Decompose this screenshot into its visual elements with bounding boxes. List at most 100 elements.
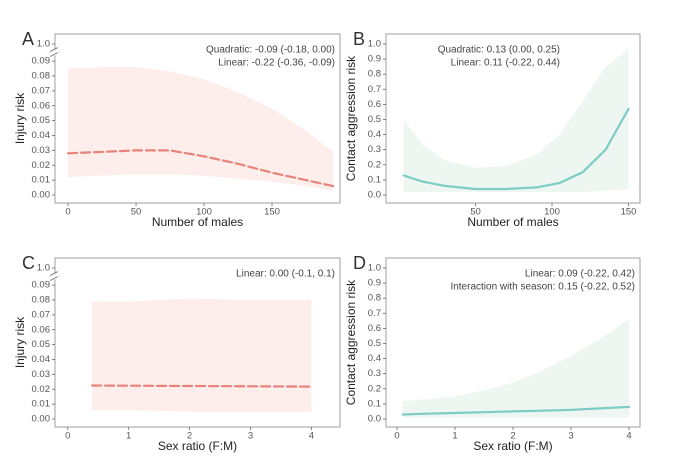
y-tick-label: 0.7 (368, 84, 381, 95)
y-tick-label: 0.1 (368, 398, 381, 409)
y-tick-label: 0.4 (368, 129, 381, 140)
axis-break (49, 47, 59, 57)
y-tick-label: 0.06 (32, 100, 51, 111)
y-tick-label: 0.3 (368, 144, 381, 155)
annotation: Linear: 0.00 (-0.1, 0.1) (236, 269, 335, 280)
x-tick-label: 50 (470, 207, 481, 218)
x-tick-label: 4 (309, 431, 314, 442)
y-tick-label: 0.07 (32, 85, 51, 96)
y-tick-label: 0.08 (32, 295, 51, 306)
y-tick-label: 0.06 (32, 324, 51, 335)
y-tick-label: 0.02 (32, 384, 51, 395)
y-tick-label: 1.0 (37, 39, 50, 50)
axis-break-gap (51, 49, 59, 56)
y-tick-label: 0.8 (368, 69, 381, 80)
y-tick-label: 0.9 (368, 278, 381, 289)
y-tick-label: 0.02 (32, 160, 51, 171)
x-tick-label: 150 (264, 207, 280, 218)
y-tick-label: 0.0 (368, 414, 381, 425)
y-tick-label: 0.08 (32, 71, 51, 82)
panel-label: C (22, 253, 35, 273)
panel: 0.0 0.1 0.2 0.3 0.4 0.5 0.6 0.7 0.8 0.9 1.0 0 1 2 3 4 Se… (344, 253, 641, 453)
y-tick-label: 0.3 (368, 368, 381, 379)
confidence-band (92, 298, 312, 412)
panel-label: B (353, 29, 365, 49)
axis-break (49, 271, 59, 281)
x-tick-label: 0 (65, 207, 70, 218)
y-tick-label: 1.0 (368, 263, 381, 274)
x-tick-label: 1 (126, 431, 131, 442)
y-tick-label: 1.0 (368, 39, 381, 50)
y-tick-label: 0.03 (32, 369, 51, 380)
x-tick-label: 2 (510, 431, 515, 442)
fit-line (91, 384, 313, 388)
y-axis-title: Injury risk (13, 92, 27, 144)
y-tick-label: 0.6 (368, 99, 381, 110)
x-tick-label: 3 (248, 431, 253, 442)
plot-frame (385, 33, 641, 204)
y-tick-label: 0.2 (368, 159, 381, 170)
annotation: Interaction with season: 0.15 (-0.22, 0.… (450, 282, 635, 293)
y-tick-label: 0.05 (32, 339, 51, 350)
x-axis-title: Number of males (467, 215, 558, 229)
y-tick-label: 0.8 (368, 293, 381, 304)
x-tick-label: 0 (394, 431, 399, 442)
panel-label: A (22, 29, 34, 49)
plot-frame (54, 257, 341, 428)
y-tick-label: 0.00 (32, 414, 51, 425)
y-tick-label: 0.0 (368, 190, 381, 201)
annotation: Quadratic: 0.13 (0.00, 0.25) (438, 45, 560, 56)
y-tick-label: 0.04 (32, 130, 51, 141)
panel: 0.00 0.01 0.02 0.03 0.04 0.05 0.06 0.07 0.08 0.09… (13, 29, 341, 229)
panel: 0.00 0.01 0.02 0.03 0.04 0.05 0.06 0.07 0.08 0.09… (13, 253, 341, 453)
confidence-band (68, 67, 334, 191)
x-tick-label: 0 (65, 431, 70, 442)
plot-frame (54, 33, 341, 204)
y-tick-label: 0.7 (368, 308, 381, 319)
y-tick-label: 0.03 (32, 145, 51, 156)
x-tick-label: 2 (187, 431, 192, 442)
y-tick-label: 0.6 (368, 323, 381, 334)
annotation: Quadratic: -0.09 (-0.18, 0.00) (206, 45, 335, 56)
x-tick-label: 100 (544, 207, 560, 218)
fit-line (402, 107, 630, 191)
panel-label: D (353, 253, 366, 273)
y-tick-label: 0.05 (32, 115, 51, 126)
y-tick-label: 0.4 (368, 353, 381, 364)
y-tick-label: 0.1 (368, 174, 381, 185)
y-tick-label: 0.01 (32, 399, 51, 410)
x-tick-label: 3 (568, 431, 573, 442)
y-tick-label: 1.0 (37, 263, 50, 274)
fit-line (401, 405, 631, 416)
confidence-band (402, 319, 629, 418)
y-tick-label: 0.07 (32, 309, 51, 320)
x-tick-label: 100 (196, 207, 212, 218)
y-tick-label: 0.5 (368, 338, 381, 349)
confidence-band (403, 48, 629, 192)
y-axis-title: Injury risk (13, 316, 27, 368)
x-tick-label: 150 (621, 207, 637, 218)
y-tick-label: 0.01 (32, 175, 51, 186)
x-axis-title: Sex ratio (F:M) (158, 439, 237, 453)
y-tick-label: 0.09 (32, 280, 51, 291)
axis-break-gap (51, 273, 59, 280)
x-tick-label: 4 (626, 431, 631, 442)
x-tick-label: 50 (131, 207, 142, 218)
y-axis-title: Contact aggression risk (344, 279, 358, 405)
annotation: Linear: 0.09 (-0.22, 0.42) (525, 269, 635, 280)
x-axis-title: Sex ratio (F:M) (473, 439, 552, 453)
y-tick-label: 0.04 (32, 354, 51, 365)
x-axis-title: Number of males (152, 215, 243, 229)
fit-line (67, 149, 335, 188)
annotation: Linear: 0.11 (-0.22, 0.44) (451, 58, 560, 69)
y-tick-label: 0.5 (368, 114, 381, 125)
y-tick-label: 0.2 (368, 383, 381, 394)
y-axis-title: Contact aggression risk (344, 55, 358, 181)
y-tick-label: 0.09 (32, 56, 51, 67)
y-tick-label: 0.00 (32, 190, 51, 201)
y-tick-label: 0.9 (368, 54, 381, 65)
annotation: Linear: -0.22 (-0.36, -0.09) (218, 58, 335, 69)
x-tick-label: 1 (452, 431, 457, 442)
